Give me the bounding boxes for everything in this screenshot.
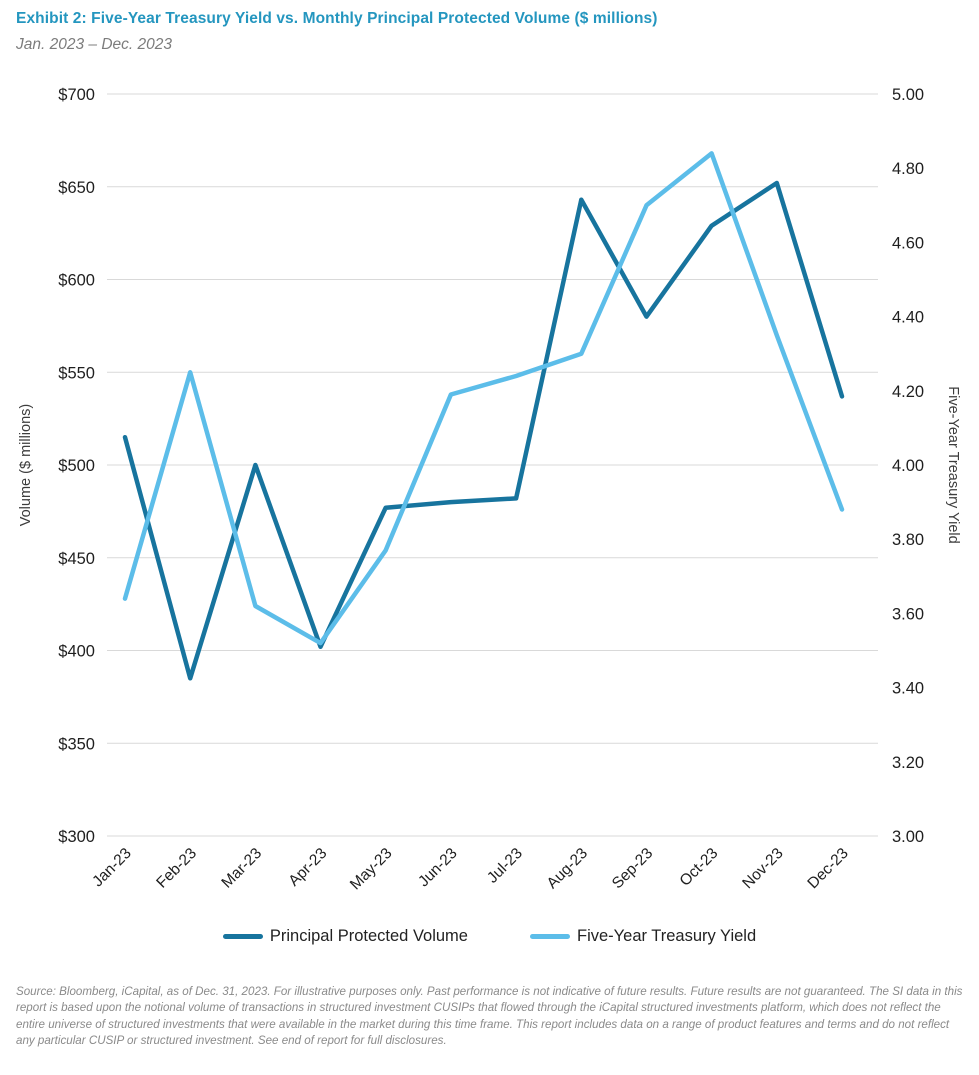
right-axis-tick-label: 5.00: [892, 86, 924, 104]
left-axis-tick-label: $450: [58, 550, 95, 568]
left-axis-tick-label: $350: [58, 735, 95, 753]
x-axis-tick-label: Mar-23: [218, 845, 265, 892]
x-axis-tick-label: Oct-23: [677, 845, 722, 890]
chart-header: Exhibit 2: Five-Year Treasury Yield vs. …: [0, 0, 979, 54]
x-axis-tick-label: Jan-23: [89, 845, 135, 891]
right-axis-tick-label: 3.40: [892, 680, 924, 698]
legend-swatch: [529, 934, 570, 939]
legend-item: Principal Protected Volume: [222, 927, 468, 946]
chart-subtitle: Jan. 2023 – Dec. 2023: [16, 36, 172, 53]
series-line-volume: [122, 180, 845, 681]
right-axis-tick-label: 3.80: [892, 531, 924, 549]
x-axis-tick-label: Nov-23: [739, 845, 786, 892]
left-axis-tick-label: $650: [58, 179, 95, 197]
left-axis-tick-label: $500: [58, 457, 95, 475]
legend-label: Principal Protected Volume: [269, 927, 468, 945]
source-note: Source: Bloomberg, iCapital, as of Dec. …: [16, 985, 963, 1048]
left-axis-tick-label: $400: [58, 643, 95, 661]
legend-item: Five-Year Treasury Yield: [529, 927, 757, 946]
right-axis-tick-label: 3.00: [892, 828, 924, 846]
right-axis-tick-label: 4.40: [892, 309, 924, 327]
right-axis-tick-label: 4.80: [892, 160, 924, 178]
left-axis-tick-label: $600: [58, 272, 95, 290]
series-line-yield: [122, 151, 845, 646]
dual-axis-line-chart: $300 $350 $400 $450 $500 $550 $600 $650 $700 3.00…: [18, 86, 961, 894]
chart-legend: Principal Protected Volume Five-Year Trea…: [0, 927, 979, 946]
left-axis-title: Volume ($ millions): [18, 404, 34, 527]
left-axis-tick-label: $300: [58, 828, 95, 846]
x-axis-tick-label: Aug-23: [544, 845, 591, 892]
legend-label: Five-Year Treasury Yield: [576, 927, 757, 945]
right-axis-tick-label: 4.60: [892, 234, 924, 252]
chart-title: Exhibit 2: Five-Year Treasury Yield vs. …: [16, 10, 658, 27]
x-axis-tick-label: Feb-23: [153, 845, 200, 892]
right-axis-tick-label: 4.00: [892, 457, 924, 475]
x-axis-tick-label: Jun-23: [415, 845, 461, 891]
legend-swatch: [222, 934, 263, 939]
right-axis-tick-label: 3.20: [892, 754, 924, 772]
x-axis-tick-label: Jul-23: [484, 845, 526, 887]
right-axis-title: Five-Year Treasury Yield: [945, 386, 961, 543]
x-axis-tick-label: Dec-23: [804, 845, 851, 892]
x-axis-tick-label: May-23: [347, 845, 396, 894]
x-axis-tick-label: Sep-23: [609, 845, 656, 892]
x-axis-tick-label: Apr-23: [285, 845, 330, 890]
left-axis-tick-label: $550: [58, 364, 95, 382]
right-axis-tick-label: 4.20: [892, 383, 924, 401]
left-axis-tick-label: $700: [58, 86, 95, 104]
right-axis-tick-label: 3.60: [892, 605, 924, 623]
